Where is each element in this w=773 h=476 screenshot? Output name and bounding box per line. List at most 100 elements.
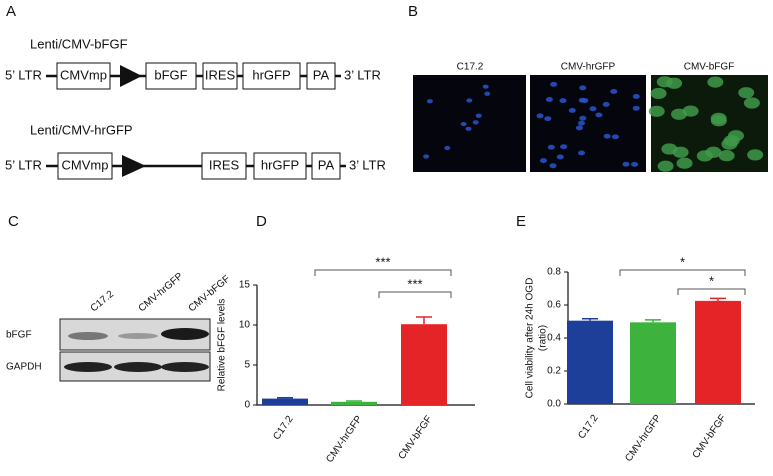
- element-label: PA: [313, 67, 330, 82]
- cell: [707, 76, 724, 88]
- panel-label: D: [256, 213, 267, 230]
- cell: [631, 161, 639, 167]
- cell: [465, 126, 472, 131]
- cell: [723, 135, 740, 147]
- cell: [575, 125, 583, 131]
- cell: [578, 150, 586, 156]
- cell: [581, 98, 589, 103]
- blot: [59, 318, 211, 382]
- panel-label: C: [8, 213, 19, 230]
- error-bar: [346, 400, 362, 402]
- cell: [611, 134, 619, 140]
- bar: [331, 401, 377, 405]
- image: [413, 75, 526, 172]
- significance-label: *: [709, 273, 714, 288]
- element-box: [145, 62, 197, 90]
- cell: [466, 98, 473, 103]
- band: [114, 362, 162, 372]
- cell: [536, 113, 544, 119]
- cell: [603, 133, 611, 139]
- error-bar: [277, 397, 293, 399]
- image-title: CMV-hrGFP: [561, 62, 616, 73]
- cell: [577, 120, 585, 126]
- cell: [589, 106, 597, 112]
- cell: [547, 144, 555, 150]
- cell: [426, 99, 433, 104]
- panel-label: B: [408, 3, 418, 20]
- panel-label: E: [516, 213, 526, 230]
- cell: [484, 91, 491, 96]
- element-box: [311, 152, 341, 180]
- cell: [602, 101, 610, 107]
- bar: [567, 320, 613, 404]
- y-tick-label: 0.8: [547, 267, 561, 278]
- arrow: [120, 65, 142, 87]
- cell: [632, 105, 640, 111]
- cell: [718, 150, 735, 162]
- element-label: CMVmp: [60, 67, 107, 82]
- cell: [482, 84, 489, 89]
- cell: [650, 87, 667, 100]
- significance-label: ***: [375, 254, 390, 269]
- element-box: [56, 62, 111, 90]
- significance-bracket: [378, 291, 452, 298]
- cell: [460, 121, 467, 127]
- row-label: bFGF: [6, 330, 32, 341]
- cell: [610, 89, 618, 94]
- cell: [568, 108, 576, 113]
- arrow: [122, 155, 146, 177]
- band: [68, 332, 108, 340]
- cell: [423, 154, 430, 159]
- cell: [545, 97, 553, 102]
- element-box: [57, 152, 113, 180]
- y-axis-label: Relative bFGF levels: [217, 299, 228, 392]
- cell: [657, 160, 674, 172]
- cell: [595, 112, 603, 118]
- significance-label: ***: [407, 276, 422, 291]
- image-title: C17.2: [457, 62, 484, 73]
- ltr-label: 3’ LTR: [349, 157, 386, 172]
- cell: [705, 146, 722, 158]
- element-label: bFGF: [154, 67, 187, 82]
- element-label: hrGFP: [261, 157, 299, 172]
- cell: [648, 105, 665, 117]
- error-bar: [582, 317, 598, 321]
- construct-title: Lenti/CMV-hrGFP: [30, 122, 133, 137]
- cell: [710, 115, 727, 127]
- cell: [747, 149, 764, 161]
- cell: [556, 154, 564, 160]
- image: [530, 75, 646, 172]
- band: [161, 328, 209, 340]
- y-tick-label: 10: [239, 320, 251, 331]
- y-tick-label: 0.6: [547, 300, 561, 311]
- error-bar: [710, 297, 726, 301]
- element-label: IRES: [209, 157, 240, 172]
- cell: [539, 158, 547, 164]
- element-label: PA: [318, 157, 335, 172]
- bar: [630, 322, 676, 404]
- element-box: [253, 152, 307, 180]
- cell: [672, 146, 689, 158]
- row-label: GAPDH: [6, 362, 42, 373]
- cell: [743, 97, 760, 109]
- bar: [262, 398, 308, 405]
- element-box: [202, 62, 238, 90]
- cell: [671, 108, 688, 120]
- element-label: hrGFP: [252, 67, 290, 82]
- element-label: CMVmp: [62, 157, 109, 172]
- cell: [738, 87, 755, 99]
- ltr-label: 3’ LTR: [344, 67, 381, 82]
- band: [161, 362, 209, 372]
- bar: [695, 300, 741, 404]
- cell: [475, 113, 482, 118]
- cell: [579, 85, 587, 91]
- y-tick-label: 15: [239, 280, 251, 291]
- y-tick-label: 0.2: [547, 366, 561, 377]
- cell: [444, 145, 451, 151]
- cell: [676, 157, 693, 169]
- element-label: IRES: [205, 67, 236, 82]
- bar: [401, 324, 447, 405]
- cell: [560, 144, 568, 150]
- construct-title: Lenti/CMV-bFGF: [30, 36, 128, 51]
